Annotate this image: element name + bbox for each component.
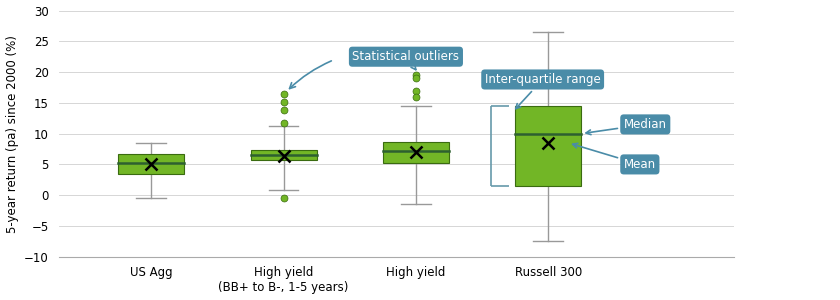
Bar (515, 106, 581, 186)
Bar (250, 150, 317, 160)
Text: Statistical outliers: Statistical outliers (353, 50, 459, 70)
Text: Median: Median (586, 118, 667, 135)
Text: Inter-quartile range: Inter-quartile range (485, 73, 601, 109)
Text: Mean: Mean (573, 143, 656, 171)
Y-axis label: 5-year return (pa) since 2000 (%): 5-year return (pa) since 2000 (%) (6, 35, 18, 233)
Bar (118, 154, 184, 174)
Bar (383, 142, 449, 163)
